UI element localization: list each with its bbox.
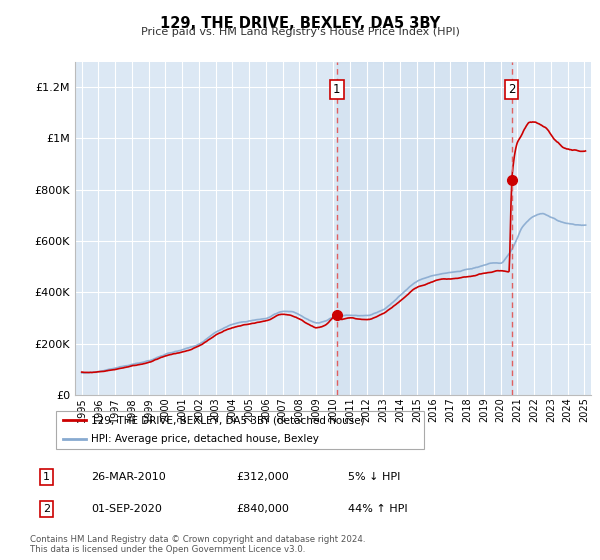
Text: 129, THE DRIVE, BEXLEY, DA5 3BY: 129, THE DRIVE, BEXLEY, DA5 3BY (160, 16, 440, 31)
Text: £840,000: £840,000 (236, 504, 289, 514)
Text: 1: 1 (43, 472, 50, 482)
Text: 2: 2 (508, 83, 515, 96)
Bar (337, 62, 512, 395)
Text: Price paid vs. HM Land Registry's House Price Index (HPI): Price paid vs. HM Land Registry's House … (140, 27, 460, 37)
Text: 01-SEP-2020: 01-SEP-2020 (91, 504, 162, 514)
Text: 2: 2 (43, 504, 50, 514)
Text: 129, THE DRIVE, BEXLEY, DA5 3BY (detached house): 129, THE DRIVE, BEXLEY, DA5 3BY (detache… (91, 415, 365, 425)
Text: £312,000: £312,000 (236, 472, 289, 482)
Text: 26-MAR-2010: 26-MAR-2010 (91, 472, 166, 482)
Text: Contains HM Land Registry data © Crown copyright and database right 2024.
This d: Contains HM Land Registry data © Crown c… (30, 535, 365, 554)
Text: 5% ↓ HPI: 5% ↓ HPI (347, 472, 400, 482)
Text: HPI: Average price, detached house, Bexley: HPI: Average price, detached house, Bexl… (91, 435, 319, 445)
Text: 44% ↑ HPI: 44% ↑ HPI (347, 504, 407, 514)
Text: 1: 1 (333, 83, 341, 96)
Bar (337, 62, 512, 395)
